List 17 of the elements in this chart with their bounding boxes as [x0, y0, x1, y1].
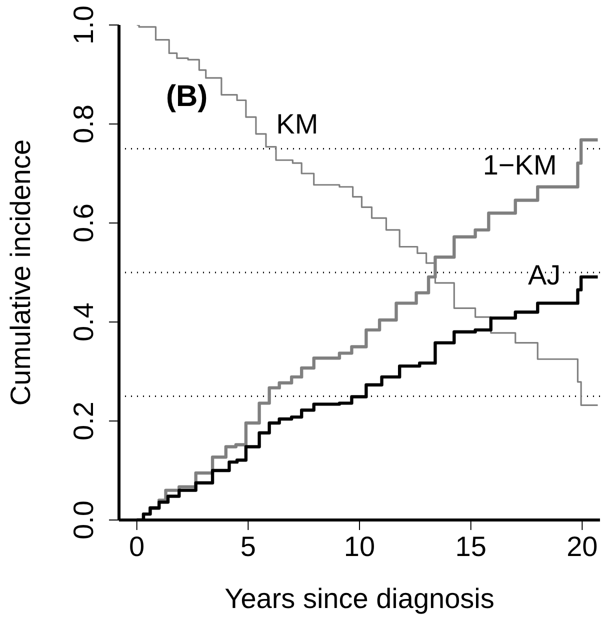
y-tick-label: 0.4: [68, 302, 99, 342]
x-tick-label: 5: [240, 530, 256, 562]
y-tick-label: 0.6: [68, 204, 99, 242]
x-tick-label: 15: [455, 530, 486, 562]
y-tick-label: 0.2: [68, 402, 99, 440]
x-tick-label: 10: [344, 530, 376, 562]
annotation: (B): [166, 80, 208, 114]
y-axis-title: Cumulative incidence: [4, 139, 36, 406]
series-label: 1−KM: [482, 150, 557, 181]
y-tick-label: 0.0: [68, 500, 99, 540]
x-axis-title: Years since diagnosis: [224, 583, 494, 614]
y-tick-label: 0.8: [68, 104, 99, 144]
x-tick-label: 20: [566, 530, 598, 562]
series-label: KM: [276, 108, 318, 140]
series-label: AJ: [528, 259, 561, 290]
x-tick-label: 0: [129, 530, 145, 562]
y-tick-label: 1.0: [68, 6, 99, 44]
